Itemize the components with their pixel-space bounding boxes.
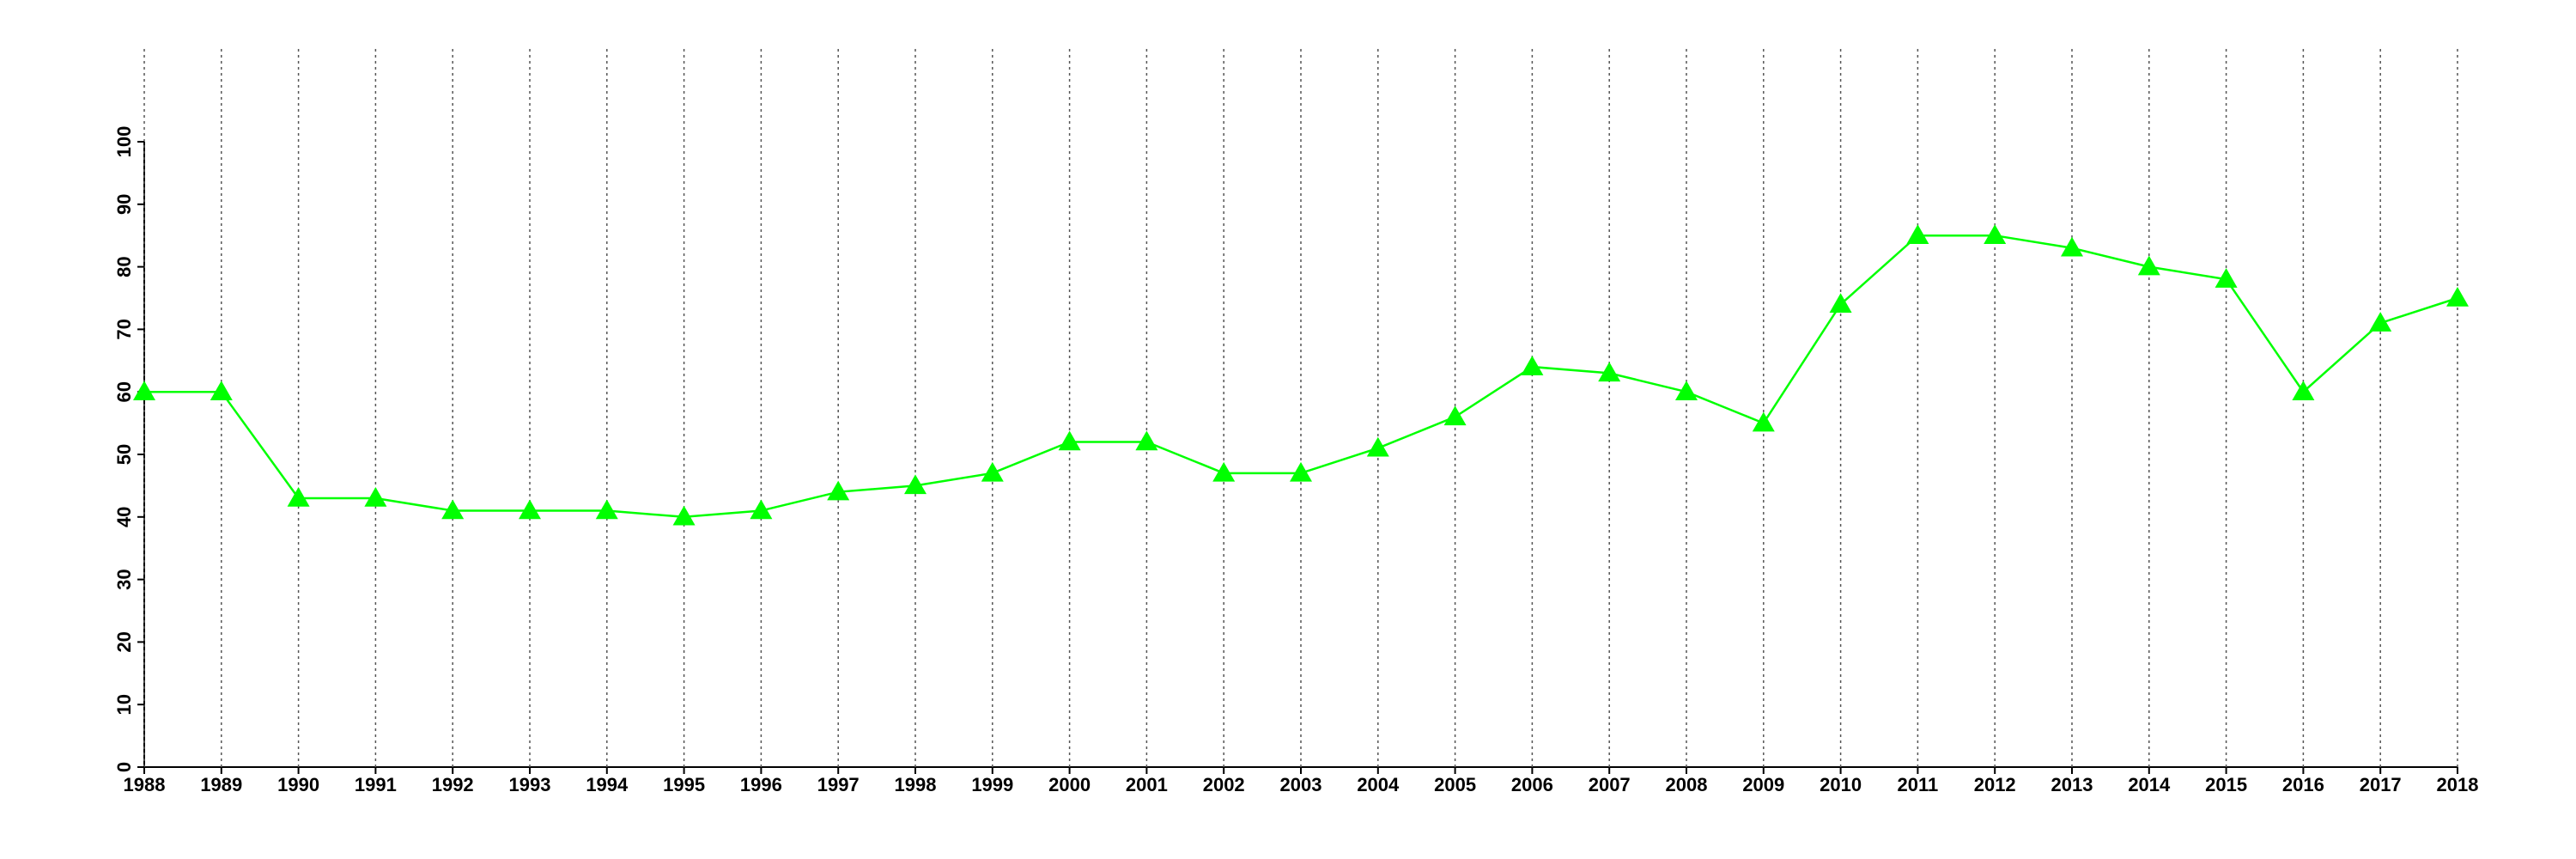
marker bbox=[133, 381, 155, 400]
marker bbox=[441, 499, 465, 520]
marker bbox=[519, 499, 541, 520]
marker bbox=[1290, 461, 1312, 482]
marker bbox=[595, 499, 618, 520]
x-tick-label: 2014 bbox=[2128, 774, 2171, 795]
marker bbox=[2137, 255, 2160, 276]
marker bbox=[2446, 287, 2469, 307]
x-tick-label: 1989 bbox=[200, 774, 242, 795]
marker bbox=[1212, 461, 1236, 482]
marker bbox=[2292, 381, 2315, 400]
y-tick-label: 30 bbox=[113, 569, 135, 589]
marker bbox=[1366, 436, 1389, 457]
x-tick-label: 1998 bbox=[895, 774, 937, 795]
y-tick-label: 70 bbox=[113, 319, 135, 339]
marker bbox=[1135, 430, 1158, 451]
marker bbox=[364, 486, 387, 507]
x-tick-label: 2016 bbox=[2282, 774, 2324, 795]
x-tick-label: 2012 bbox=[1974, 774, 2016, 795]
y-tick-label: 0 bbox=[113, 762, 135, 772]
marker bbox=[827, 480, 850, 501]
y-tick-label: 90 bbox=[113, 194, 135, 215]
x-tick-label: 2009 bbox=[1742, 774, 1784, 795]
x-tick-label: 2013 bbox=[2051, 774, 2093, 795]
x-tick-label: 2002 bbox=[1203, 774, 1245, 795]
marker bbox=[2215, 268, 2238, 288]
x-tick-label: 2004 bbox=[1357, 774, 1400, 795]
marker bbox=[1521, 356, 1544, 375]
x-tick-label: 1991 bbox=[355, 774, 397, 795]
marker bbox=[981, 461, 1004, 482]
x-tick-label: 2006 bbox=[1511, 774, 1553, 795]
marker bbox=[750, 499, 773, 520]
x-tick-label: 1994 bbox=[586, 774, 629, 795]
y-tick-label: 50 bbox=[113, 444, 135, 465]
marker bbox=[1598, 362, 1621, 382]
x-tick-label: 2007 bbox=[1589, 774, 1631, 795]
x-tick-label: 1996 bbox=[740, 774, 782, 795]
y-tick-label: 40 bbox=[113, 507, 135, 527]
marker bbox=[2369, 312, 2392, 332]
marker bbox=[2061, 236, 2083, 257]
x-tick-label: 2003 bbox=[1280, 774, 1322, 795]
marker bbox=[1829, 293, 1852, 314]
y-tick-label: 20 bbox=[113, 631, 135, 652]
y-tick-label: 60 bbox=[113, 381, 135, 402]
marker bbox=[210, 381, 233, 400]
x-tick-label: 2010 bbox=[1820, 774, 1862, 795]
marker bbox=[1675, 381, 1698, 400]
marker bbox=[287, 486, 310, 507]
x-tick-label: 1997 bbox=[817, 774, 860, 795]
marker bbox=[1906, 224, 1929, 244]
x-tick-label: 2011 bbox=[1898, 774, 1939, 795]
y-tick-label: 100 bbox=[113, 126, 135, 158]
x-tick-label: 2015 bbox=[2205, 774, 2247, 795]
marker bbox=[1752, 411, 1775, 432]
x-tick-label: 2017 bbox=[2360, 774, 2402, 795]
marker bbox=[1984, 224, 2007, 244]
marker bbox=[1058, 430, 1081, 451]
x-tick-label: 1999 bbox=[971, 774, 1013, 795]
x-tick-label: 1988 bbox=[124, 774, 166, 795]
marker bbox=[904, 474, 927, 495]
x-tick-label: 1990 bbox=[277, 774, 319, 795]
x-tick-label: 1995 bbox=[663, 774, 705, 795]
x-tick-label: 1992 bbox=[432, 774, 474, 795]
marker bbox=[672, 505, 696, 526]
x-tick-label: 1993 bbox=[509, 774, 551, 795]
x-tick-label: 2008 bbox=[1666, 774, 1708, 795]
x-tick-label: 2001 bbox=[1126, 774, 1168, 795]
x-tick-label: 2005 bbox=[1434, 774, 1476, 795]
x-tick-label: 2000 bbox=[1048, 774, 1091, 795]
marker bbox=[1443, 405, 1467, 426]
y-tick-label: 10 bbox=[113, 694, 135, 715]
y-tick-label: 80 bbox=[113, 256, 135, 277]
x-tick-label: 2018 bbox=[2437, 774, 2479, 795]
